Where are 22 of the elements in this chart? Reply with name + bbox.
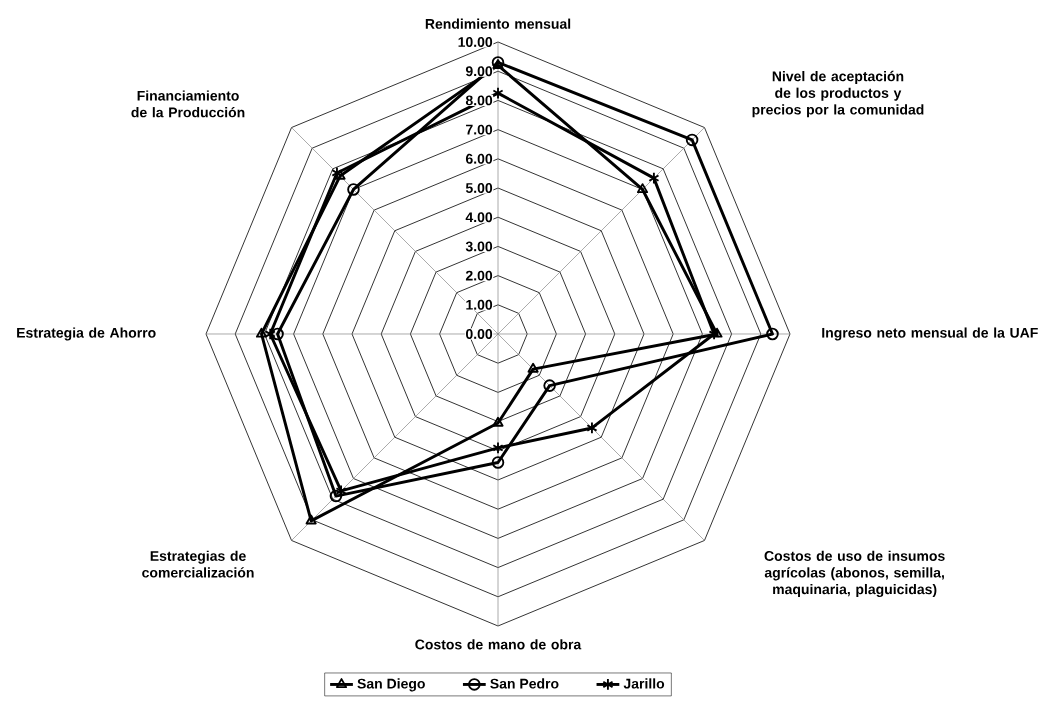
y-tick-label: 5.00 [465, 183, 493, 193]
y-tick-label: 1.00 [466, 299, 493, 310]
y-tick-label: 0.00 [465, 329, 493, 339]
y-tick-label: 8.00 [465, 95, 493, 106]
y-tick-label: 7.00 [466, 124, 493, 135]
y-tick-label: 6.00 [465, 153, 493, 164]
y-tick-label: 3.00 [465, 241, 493, 252]
spoke-label: Costos de uso de insumos agrícolas (abonos, semilla, maquinaria, plaguicidas) [764, 550, 945, 598]
legend-label: San Pedro [490, 678, 559, 689]
spoke-label: Costos de mano de obra [415, 639, 582, 650]
y-tick-label: 10.00 [458, 37, 493, 47]
spoke-label: Ingreso neto mensual de la UAF [822, 327, 1038, 341]
y-tick-label: 4.00 [465, 212, 493, 223]
y-tick-label: 9.00 [465, 66, 493, 77]
spoke-label: Nivel de aceptación de los productos y precios por la comunidad [752, 70, 924, 118]
legend-label: San Diego [357, 678, 425, 692]
spoke-label: Estrategias de comercialización [142, 550, 254, 578]
y-tick-label: 2.00 [465, 270, 493, 281]
legend-label: Jarillo [623, 678, 665, 689]
spoke-label: Financiamiento de la Producción [131, 90, 245, 118]
spoke-label: Rendimiento mensual [425, 18, 571, 29]
spoke-label: Estrategia de Ahorro [17, 327, 156, 341]
